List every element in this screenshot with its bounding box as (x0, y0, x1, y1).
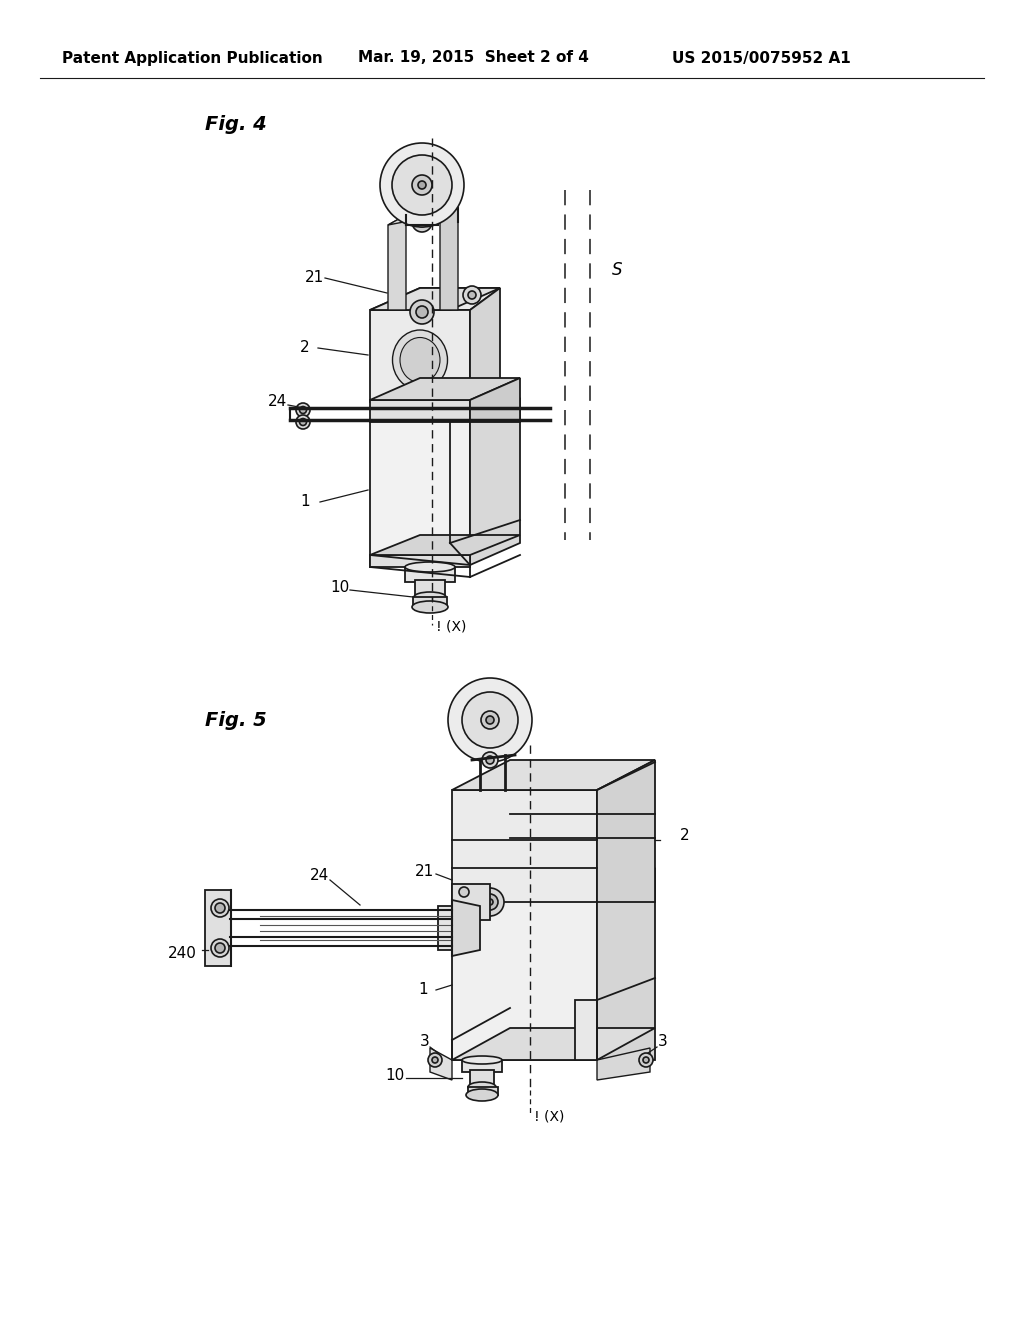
Text: 10: 10 (330, 581, 349, 595)
Text: Fig. 4: Fig. 4 (205, 116, 266, 135)
Polygon shape (370, 288, 500, 310)
Ellipse shape (468, 1082, 496, 1092)
Circle shape (459, 907, 469, 917)
Text: 1: 1 (300, 495, 309, 510)
Circle shape (482, 894, 498, 909)
Circle shape (392, 154, 452, 215)
Polygon shape (452, 900, 480, 956)
Polygon shape (452, 760, 655, 789)
Bar (452, 884, 490, 920)
Bar (462, 1060, 502, 1072)
Bar (406, 568, 455, 582)
Circle shape (299, 418, 306, 425)
Text: 10: 10 (385, 1068, 404, 1082)
Bar (413, 597, 447, 607)
Text: 21: 21 (415, 865, 434, 879)
Circle shape (215, 942, 225, 953)
Polygon shape (388, 209, 458, 224)
Polygon shape (440, 209, 458, 310)
Text: Mar. 19, 2015  Sheet 2 of 4: Mar. 19, 2015 Sheet 2 of 4 (358, 50, 589, 66)
Circle shape (211, 899, 229, 917)
Bar (370, 310, 470, 403)
Circle shape (380, 143, 464, 227)
Circle shape (476, 888, 504, 916)
Bar (470, 1071, 494, 1088)
Text: ! (X): ! (X) (436, 620, 466, 634)
Text: 1: 1 (418, 982, 428, 998)
Circle shape (482, 752, 498, 768)
Circle shape (412, 176, 432, 195)
Polygon shape (470, 378, 520, 422)
Text: 21: 21 (305, 271, 325, 285)
Circle shape (462, 692, 518, 748)
Circle shape (416, 306, 428, 318)
Text: Patent Application Publication: Patent Application Publication (62, 50, 323, 66)
Circle shape (417, 216, 427, 227)
Circle shape (410, 300, 434, 323)
Polygon shape (370, 399, 520, 420)
Text: 2: 2 (680, 828, 689, 842)
Bar (205, 890, 231, 966)
Text: US 2015/0075952 A1: US 2015/0075952 A1 (672, 50, 851, 66)
Circle shape (463, 286, 481, 304)
Text: 2: 2 (300, 341, 309, 355)
Polygon shape (597, 1048, 650, 1080)
Polygon shape (370, 288, 500, 310)
Text: 24: 24 (310, 867, 330, 883)
Bar (468, 1086, 498, 1096)
Polygon shape (597, 869, 655, 1060)
Circle shape (296, 403, 310, 417)
Text: 3: 3 (658, 1035, 668, 1049)
Bar (452, 789, 597, 902)
Bar (452, 900, 597, 1060)
Circle shape (432, 1057, 438, 1063)
Text: 240: 240 (168, 945, 197, 961)
Circle shape (643, 1057, 649, 1063)
Circle shape (449, 678, 532, 762)
Polygon shape (452, 869, 655, 900)
Polygon shape (452, 1028, 655, 1060)
Circle shape (412, 213, 432, 232)
Bar (370, 554, 470, 568)
Circle shape (215, 903, 225, 913)
Text: Fig. 5: Fig. 5 (205, 710, 266, 730)
Circle shape (481, 711, 499, 729)
Bar (370, 420, 470, 565)
Bar (415, 579, 445, 598)
Polygon shape (388, 215, 406, 310)
Circle shape (459, 887, 469, 898)
Circle shape (299, 407, 306, 413)
Ellipse shape (462, 1056, 502, 1064)
Ellipse shape (412, 601, 449, 612)
Circle shape (486, 756, 494, 764)
Circle shape (639, 1053, 653, 1067)
Text: 3: 3 (420, 1035, 430, 1049)
Text: ! (X): ! (X) (534, 1110, 564, 1125)
Ellipse shape (414, 591, 446, 602)
Polygon shape (597, 760, 655, 902)
Text: S: S (612, 261, 623, 279)
Circle shape (468, 290, 476, 300)
Polygon shape (470, 288, 500, 400)
Ellipse shape (392, 330, 447, 389)
Text: 24: 24 (268, 395, 288, 409)
Polygon shape (470, 399, 520, 565)
Circle shape (211, 939, 229, 957)
Ellipse shape (466, 1089, 498, 1101)
Circle shape (487, 899, 493, 906)
Circle shape (296, 414, 310, 429)
Circle shape (486, 715, 494, 723)
Ellipse shape (400, 338, 440, 383)
Bar (438, 906, 454, 950)
Polygon shape (370, 378, 520, 400)
Polygon shape (430, 1048, 452, 1080)
Circle shape (418, 181, 426, 189)
Bar (370, 400, 470, 422)
Ellipse shape (406, 562, 455, 572)
Polygon shape (370, 535, 520, 554)
Bar (575, 1001, 597, 1060)
Circle shape (428, 1053, 442, 1067)
